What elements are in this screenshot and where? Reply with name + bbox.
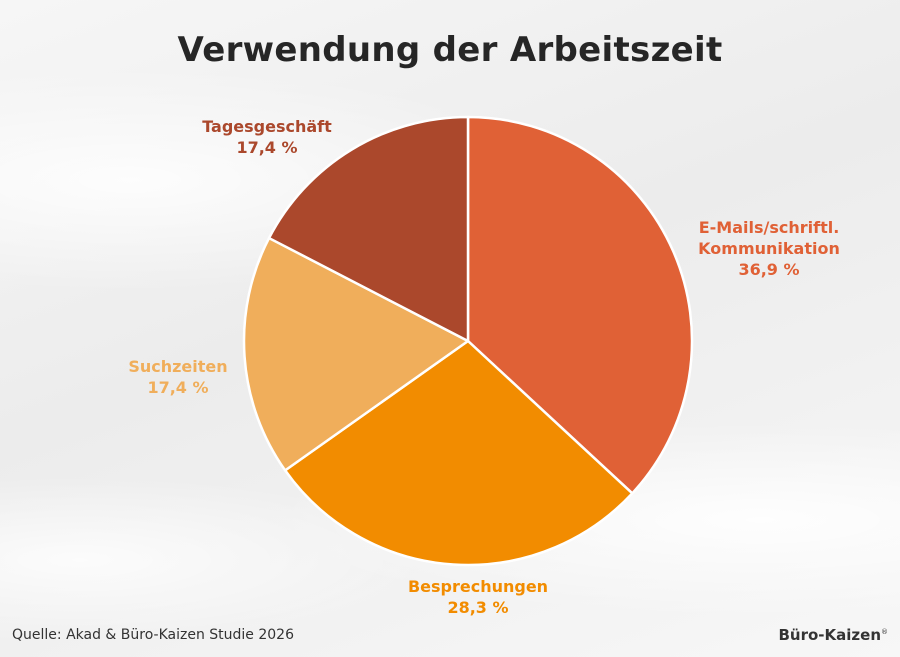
pie-slice-1 <box>466 115 694 495</box>
source-note: Quelle: Akad & Büro-Kaizen Studie 2026 <box>12 627 294 643</box>
slice-label-3: Suchzeiten 17,4 % <box>128 357 227 397</box>
pie-slice-3 <box>242 236 470 472</box>
slice-label-4: Tagesgeschäft 17,4 % <box>202 117 332 157</box>
pie-slice-4 <box>267 115 470 343</box>
brand-logo: Büro-Kaizen® <box>778 626 888 644</box>
slice-label-1: E-Mails/schriftl. Kommunikation 36,9 % <box>698 218 840 279</box>
brand-name: Büro-Kaizen <box>778 626 881 644</box>
slice-label-2: Besprechungen 28,3 % <box>408 577 548 617</box>
registered-mark: ® <box>881 628 888 636</box>
chart-title: Verwendung der Arbeitszeit <box>177 30 723 70</box>
pie-slice-2 <box>283 339 634 567</box>
